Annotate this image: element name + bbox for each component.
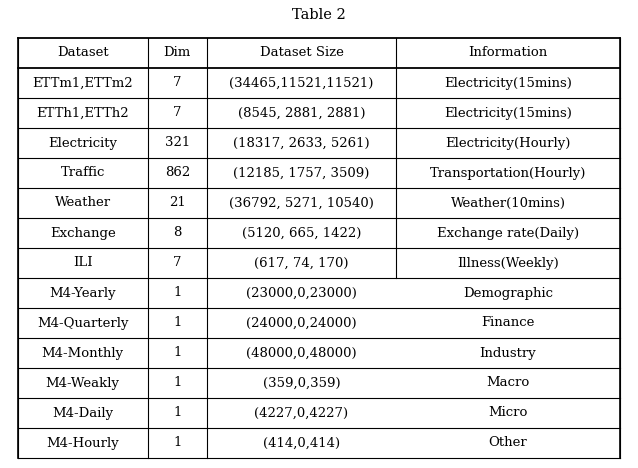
Text: Finance: Finance	[481, 316, 535, 329]
Text: Table 2: Table 2	[292, 8, 346, 22]
Text: Information: Information	[468, 46, 547, 59]
Text: Transportation(Hourly): Transportation(Hourly)	[430, 167, 586, 180]
Text: ILI: ILI	[73, 256, 93, 270]
Text: Dataset: Dataset	[57, 46, 108, 59]
Text: (4227,0,4227): (4227,0,4227)	[255, 407, 348, 419]
Text: Dataset Size: Dataset Size	[260, 46, 343, 59]
Text: M4-Monthly: M4-Monthly	[41, 346, 124, 359]
Text: 1: 1	[173, 407, 181, 419]
Text: Industry: Industry	[480, 346, 537, 359]
Text: Weather: Weather	[55, 197, 111, 210]
Text: 321: 321	[165, 137, 190, 149]
Text: M4-Daily: M4-Daily	[52, 407, 114, 419]
Text: 21: 21	[169, 197, 186, 210]
Text: (5120, 665, 1422): (5120, 665, 1422)	[242, 227, 361, 240]
Text: Electricity: Electricity	[48, 137, 117, 149]
Text: 7: 7	[173, 76, 181, 89]
Text: Dim: Dim	[163, 46, 191, 59]
Text: 8: 8	[173, 227, 181, 240]
Text: Other: Other	[489, 437, 528, 449]
Text: 1: 1	[173, 437, 181, 449]
Text: M4-Quarterly: M4-Quarterly	[37, 316, 128, 329]
Text: (18317, 2633, 5261): (18317, 2633, 5261)	[233, 137, 370, 149]
Text: Macro: Macro	[486, 376, 530, 389]
Text: (617, 74, 170): (617, 74, 170)	[255, 256, 349, 270]
Text: Demographic: Demographic	[463, 286, 553, 300]
Text: Electricity(15mins): Electricity(15mins)	[444, 107, 572, 119]
Text: (48000,0,48000): (48000,0,48000)	[246, 346, 357, 359]
Text: M4-Weakly: M4-Weakly	[46, 376, 120, 389]
Text: M4-Hourly: M4-Hourly	[47, 437, 119, 449]
Text: M4-Yearly: M4-Yearly	[49, 286, 116, 300]
Text: (414,0,414): (414,0,414)	[263, 437, 340, 449]
Text: (36792, 5271, 10540): (36792, 5271, 10540)	[229, 197, 374, 210]
Text: ETTm1,ETTm2: ETTm1,ETTm2	[33, 76, 133, 89]
Text: (23000,0,23000): (23000,0,23000)	[246, 286, 357, 300]
Text: ETTh1,ETTh2: ETTh1,ETTh2	[36, 107, 129, 119]
Text: 1: 1	[173, 286, 181, 300]
Text: Traffic: Traffic	[61, 167, 105, 180]
Text: 1: 1	[173, 316, 181, 329]
Text: Electricity(Hourly): Electricity(Hourly)	[445, 137, 570, 149]
Text: Exchange: Exchange	[50, 227, 115, 240]
Text: Illness(Weekly): Illness(Weekly)	[457, 256, 559, 270]
Text: Weather(10mins): Weather(10mins)	[450, 197, 565, 210]
Text: (8545, 2881, 2881): (8545, 2881, 2881)	[238, 107, 365, 119]
Text: (359,0,359): (359,0,359)	[263, 376, 340, 389]
Text: 7: 7	[173, 256, 181, 270]
Text: (24000,0,24000): (24000,0,24000)	[246, 316, 357, 329]
Text: 7: 7	[173, 107, 181, 119]
Text: Electricity(15mins): Electricity(15mins)	[444, 76, 572, 89]
Text: (34465,11521,11521): (34465,11521,11521)	[229, 76, 374, 89]
Text: 862: 862	[165, 167, 190, 180]
Text: Exchange rate(Daily): Exchange rate(Daily)	[437, 227, 579, 240]
Text: 1: 1	[173, 346, 181, 359]
Text: 1: 1	[173, 376, 181, 389]
Text: (12185, 1757, 3509): (12185, 1757, 3509)	[234, 167, 369, 180]
Text: Micro: Micro	[488, 407, 528, 419]
